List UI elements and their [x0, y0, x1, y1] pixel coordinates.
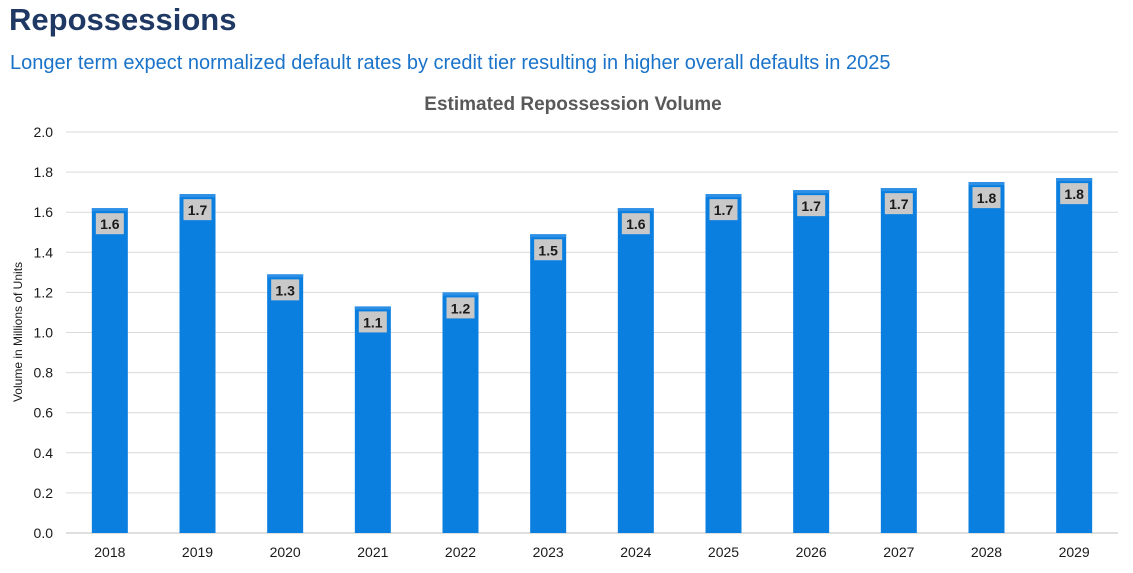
x-tick-label: 2026: [796, 544, 827, 560]
bar-top-edge: [442, 292, 479, 296]
chart-title: Estimated Repossession Volume: [424, 94, 721, 115]
data-label: 1.1: [363, 314, 383, 330]
bar-top-edge: [530, 234, 567, 238]
x-tick-label: 2018: [94, 544, 125, 560]
bar-top-edge: [968, 182, 1005, 186]
data-label: 1.7: [188, 202, 208, 218]
data-label: 1.6: [626, 216, 646, 232]
bar-top-edge: [179, 194, 216, 198]
data-label: 1.7: [889, 196, 909, 212]
bar-2025: [705, 194, 742, 533]
x-tick-label: 2021: [357, 544, 388, 560]
data-label: 1.8: [977, 190, 997, 206]
y-tick-label: 0.8: [34, 365, 54, 381]
y-axis-label: Volume in Millions of Units: [11, 262, 25, 402]
x-tick-label: 2025: [708, 544, 739, 560]
data-label-box: [621, 213, 650, 235]
data-label: 1.8: [1064, 186, 1084, 202]
bar-top-edge: [354, 306, 391, 310]
x-tick-label: 2027: [883, 544, 914, 560]
x-tick-label: 2028: [971, 544, 1002, 560]
data-label-box: [797, 195, 826, 217]
y-tick-label: 1.0: [34, 325, 54, 341]
bar-top-edge: [267, 274, 304, 278]
page-title: Repossessions: [9, 2, 237, 37]
bar-2019: [179, 194, 216, 533]
bar-top-edge: [1056, 178, 1093, 182]
bar-top-edge: [880, 188, 917, 192]
x-tick-label: 2020: [270, 544, 301, 560]
bar-2018: [91, 208, 128, 533]
y-tick-label: 0.4: [34, 445, 54, 461]
data-label-box: [884, 193, 913, 215]
data-label: 1.6: [100, 216, 120, 232]
data-label-box: [709, 199, 738, 221]
bar-2022: [442, 292, 479, 533]
x-tick-label: 2029: [1059, 544, 1090, 560]
bar-top-edge: [793, 190, 830, 194]
y-tick-label: 0.0: [34, 525, 54, 541]
x-tick-label: 2019: [182, 544, 213, 560]
data-label-box: [95, 213, 124, 235]
y-tick-label: 2.0: [34, 124, 54, 140]
y-tick-label: 1.8: [34, 164, 54, 180]
data-label: 1.3: [275, 282, 295, 298]
data-label-box: [1060, 183, 1089, 205]
bar-2026: [793, 190, 830, 533]
data-label-box: [358, 311, 387, 333]
y-tick-label: 1.4: [34, 244, 54, 260]
bar-top-edge: [705, 194, 742, 198]
y-tick-label: 1.2: [34, 284, 54, 300]
data-label-box: [972, 187, 1001, 209]
bar-2021: [354, 306, 391, 533]
data-label: 1.7: [801, 198, 821, 214]
bar-2027: [880, 188, 917, 533]
x-tick-label: 2023: [533, 544, 564, 560]
x-tick-label: 2022: [445, 544, 476, 560]
y-tick-label: 0.2: [34, 485, 54, 501]
y-tick-label: 0.6: [34, 405, 54, 421]
bar-2020: [267, 274, 304, 533]
bar-2023: [530, 234, 567, 533]
data-label: 1.2: [451, 300, 471, 316]
data-label-box: [446, 297, 475, 319]
data-label: 1.7: [714, 202, 734, 218]
bar-2024: [617, 208, 654, 533]
y-tick-label: 1.6: [34, 204, 54, 220]
data-label-box: [534, 239, 563, 261]
bar-top-edge: [617, 208, 654, 212]
bar-2029: [1056, 178, 1093, 534]
page-subtitle: Longer term expect normalized default ra…: [10, 52, 891, 74]
bar-top-edge: [91, 208, 128, 212]
data-label-box: [271, 279, 300, 301]
bar-2028: [968, 182, 1005, 533]
data-label-box: [183, 199, 212, 221]
x-tick-label: 2024: [620, 544, 651, 560]
data-label: 1.5: [538, 242, 558, 258]
